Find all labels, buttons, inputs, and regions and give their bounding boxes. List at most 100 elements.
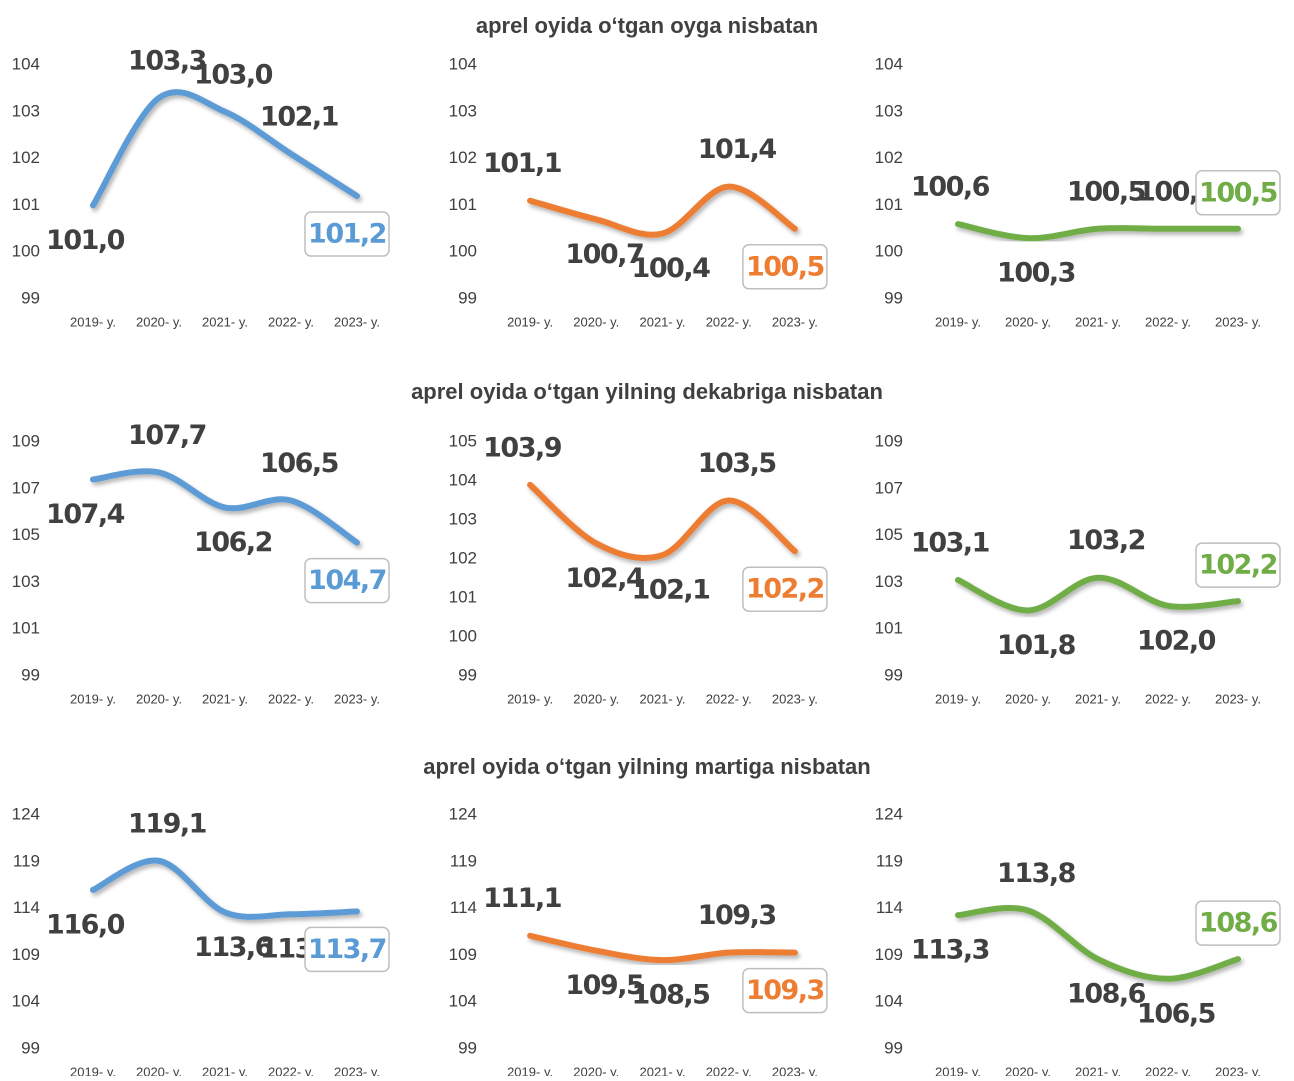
value-label: 101,2 [308,219,386,250]
y-tick-label: 109 [875,945,903,964]
y-tick-label: 102 [12,148,40,167]
y-tick-label: 103 [12,101,40,120]
y-tick-label: 114 [876,898,903,917]
x-tick-label: 2020- y. [1005,1064,1051,1076]
y-tick-label: 103 [449,509,477,528]
x-tick-label: 2021- y. [639,1064,685,1076]
y-tick-label: 101 [12,619,40,638]
value-label: 102,1 [260,101,338,132]
value-label: 106,2 [194,527,272,558]
value-label: 103,5 [698,448,776,479]
x-tick-label: 2022- y. [268,691,314,706]
y-tick-label: 119 [13,851,40,870]
y-tick-label: 102 [449,148,477,167]
y-tick-label: 109 [12,945,40,964]
y-tick-label: 99 [458,288,477,307]
value-label: 108,6 [1067,979,1146,1010]
x-tick-label: 2023- y. [334,691,380,706]
callout-box [304,926,390,973]
value-label: 109,5 [565,970,643,1001]
y-tick-label: 104 [449,992,477,1011]
x-tick-label: 2022- y. [706,691,752,706]
section-title: aprel oyida o‘tgan oyga nisbatan [476,13,818,38]
callout-box [1195,542,1281,588]
y-tick-label: 101 [449,195,477,214]
value-label: 113,6 [194,932,273,963]
value-label: 107,7 [128,420,206,451]
value-label: 102,4 [565,563,644,594]
value-label: 102,1 [632,575,710,606]
x-tick-label: 2022- y. [1145,1064,1191,1076]
value-label: 100,5 [1067,176,1145,207]
y-tick-label: 109 [12,431,40,450]
value-label: 106,5 [260,448,338,479]
x-tick-label: 2021- y. [202,691,248,706]
y-tick-label: 119 [450,851,477,870]
y-tick-label: 105 [449,431,477,450]
y-tick-label: 103 [449,101,477,120]
value-label: 101,0 [46,225,125,256]
x-tick-label: 2019- y. [70,1064,116,1076]
x-tick-label: 2021- y. [639,314,685,329]
x-tick-label: 2023- y. [1215,691,1261,706]
x-tick-label: 2019- y. [935,314,981,329]
value-label: 103,1 [911,528,989,559]
series-line [955,221,1241,242]
x-tick-label: 2019- y. [507,314,553,329]
x-tick-label: 2023- y. [1215,1064,1261,1076]
callout-box [1195,900,1281,946]
series-line [955,574,1241,614]
y-tick-label: 114 [450,898,477,917]
y-tick-label: 99 [884,288,903,307]
callout-box [304,557,390,604]
x-tick-label: 2022- y. [1145,691,1191,706]
x-tick-label: 2023- y. [1215,314,1261,329]
y-tick-label: 104 [875,992,903,1011]
x-tick-label: 2020- y. [136,314,182,329]
value-label: 100,3 [997,258,1075,289]
y-tick-label: 99 [884,1038,903,1057]
value-label: 113,3 [911,935,989,966]
series-line [527,481,798,561]
y-tick-label: 101 [875,195,903,214]
callout-box [1195,170,1281,216]
y-tick-label: 107 [12,478,40,497]
x-tick-label: 2020- y. [1005,314,1051,329]
value-label: 109,3 [698,900,776,931]
y-tick-label: 99 [21,1038,40,1057]
y-tick-label: 101 [449,587,477,606]
value-label: 113,8 [997,858,1076,889]
value-label: 116,0 [46,909,125,940]
x-tick-label: 2021- y. [1075,691,1121,706]
y-tick-label: 100 [449,626,477,645]
value-label: 104,7 [308,565,386,596]
y-tick-label: 99 [458,665,477,684]
y-tick-label: 100 [875,242,903,261]
y-tick-label: 104 [12,992,40,1011]
x-tick-label: 2023- y. [334,1064,380,1076]
y-tick-label: 107 [875,478,903,497]
value-label: 101,8 [997,630,1076,661]
value-label: 100,7 [565,239,643,270]
value-label: 108,5 [632,980,710,1011]
value-label: 103,3 [128,45,206,76]
value-label: 108,6 [1199,908,1278,939]
value-label: 100,4 [632,253,711,284]
callout-box [742,244,828,290]
y-tick-label: 124 [875,804,903,823]
value-label: 109,3 [746,975,824,1006]
y-tick-label: 101 [12,195,40,214]
y-tick-label: 99 [458,1038,477,1057]
value-label: 101,1 [483,148,561,179]
y-tick-label: 124 [449,804,477,823]
x-tick-label: 2019- y. [935,1064,981,1076]
series-line [527,183,798,238]
x-tick-label: 2019- y. [935,691,981,706]
value-label: 100,5 [1199,177,1277,208]
x-tick-label: 2019- y. [70,314,116,329]
y-tick-label: 104 [875,54,903,73]
y-tick-label: 99 [21,665,40,684]
y-tick-label: 99 [21,288,40,307]
y-tick-label: 104 [12,54,40,73]
